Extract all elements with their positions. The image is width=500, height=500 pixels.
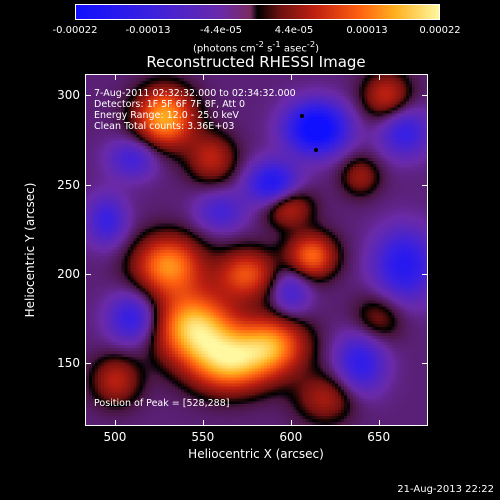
y-tick-label: 300	[57, 88, 80, 103]
x-tick-label: 600	[279, 430, 303, 444]
x-tick-label: 550	[191, 430, 215, 444]
x-tick-mark	[290, 420, 292, 426]
colorbar-tick-label: 4.4e-05	[274, 25, 314, 36]
x-axis-label: Heliocentric X (arcsec)	[188, 447, 324, 461]
annotation-peak-position: Position of Peak = [528,288]	[94, 398, 230, 409]
x-tick-label: 650	[367, 430, 391, 444]
y-tick-mark	[422, 274, 428, 276]
colorbar-tick-label: -0.00013	[125, 25, 171, 36]
x-tick-mark	[114, 74, 116, 80]
y-tick-label: 250	[57, 177, 80, 192]
colorbar	[75, 4, 440, 20]
peak-marker	[314, 148, 319, 153]
y-tick-mark	[422, 184, 428, 186]
x-tick-mark	[114, 420, 116, 426]
x-tick-mark	[290, 74, 292, 80]
colorbar-tick-label: 0.00022	[419, 25, 461, 36]
x-tick-mark	[202, 74, 204, 80]
y-tick-label: 200	[57, 267, 80, 282]
x-tick-mark	[378, 420, 380, 426]
annotation-energy-range: Energy Range: 12.0 - 25.0 keV	[94, 110, 239, 121]
y-tick-mark	[422, 95, 428, 97]
x-tick-mark	[378, 74, 380, 80]
annotation-clean-counts: Clean Total counts: 3.36E+03	[94, 121, 235, 132]
colorbar-tick-label: 0.00013	[346, 25, 388, 36]
x-tick-mark	[202, 420, 204, 426]
footer-date: 21-Aug-2013 22:22	[397, 484, 494, 495]
y-tick-mark	[85, 363, 91, 365]
y-tick-mark	[85, 274, 91, 276]
heatmap-image	[86, 75, 427, 425]
plot-area: 7-Aug-2011 02:32:32.000 to 02:34:32.000 …	[85, 74, 428, 426]
y-tick-label: 150	[57, 356, 80, 371]
colorbar-tick-label: -4.4e-05	[200, 25, 242, 36]
chart-title: Reconstructed RHESSI Image	[146, 53, 366, 71]
x-tick-label: 500	[103, 430, 127, 444]
annotation-time-range: 7-Aug-2011 02:32:32.000 to 02:34:32.000	[94, 88, 296, 99]
colorbar-tick-label: -0.00022	[52, 25, 98, 36]
y-tick-mark	[85, 95, 91, 97]
y-tick-mark	[422, 363, 428, 365]
y-tick-mark	[85, 184, 91, 186]
peak-marker	[300, 114, 305, 119]
y-axis-label: Heliocentric Y (arcsec)	[23, 182, 37, 318]
colorbar-unit-label: (photons cm-2 s-1 asec-2)	[192, 39, 320, 55]
annotation-detectors: Detectors: 1F 5F 6F 7F 8F, Att 0	[94, 99, 246, 110]
